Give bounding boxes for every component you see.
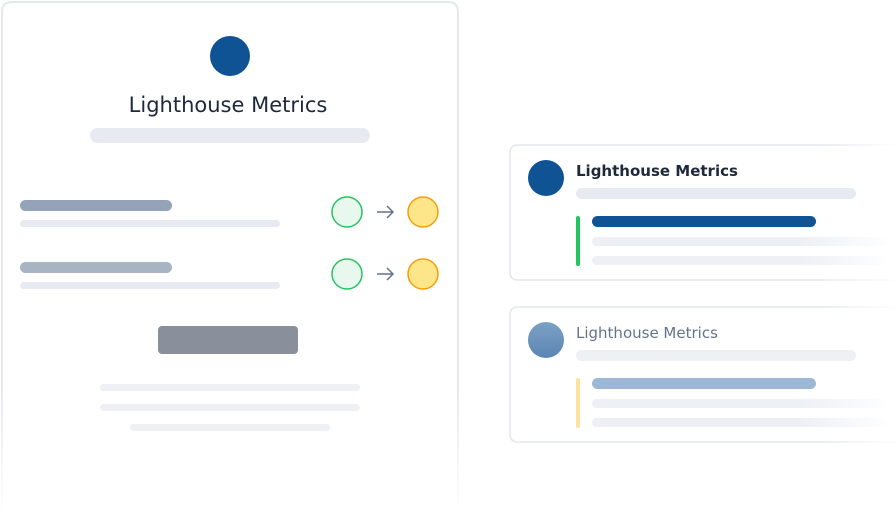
status-warn — [407, 258, 439, 290]
placeholder — [100, 404, 360, 411]
placeholder — [20, 220, 280, 227]
avatar — [528, 322, 564, 358]
accent-bar — [576, 216, 580, 266]
status-warn — [407, 196, 439, 228]
placeholder — [592, 237, 892, 246]
placeholder — [20, 262, 172, 273]
placeholder — [130, 424, 330, 431]
arrow — [377, 267, 395, 281]
status-good — [331, 258, 363, 290]
placeholder — [576, 350, 856, 361]
accent-bar — [576, 378, 580, 428]
placeholder — [20, 282, 280, 289]
avatar — [528, 160, 564, 196]
report-panel: Lighthouse Metrics — [1, 1, 459, 512]
placeholder — [20, 200, 172, 211]
panel-frame — [1, 1, 459, 512]
panel-title: Lighthouse Metrics — [129, 93, 328, 117]
card-frame — [509, 144, 896, 281]
placeholder — [592, 256, 892, 265]
card-title: Lighthouse Metrics — [576, 324, 718, 342]
card-frame — [509, 306, 896, 443]
metric-card: Lighthouse Metrics — [509, 144, 896, 281]
card-title: Lighthouse Metrics — [576, 162, 738, 180]
logo — [210, 36, 250, 76]
arrow — [377, 205, 395, 219]
placeholder — [592, 378, 816, 389]
placeholder — [90, 128, 370, 143]
placeholder — [576, 188, 856, 199]
placeholder — [100, 384, 360, 391]
metric-card: Lighthouse Metrics — [509, 306, 896, 443]
placeholder — [592, 216, 816, 227]
placeholder — [592, 399, 892, 408]
status-good — [331, 196, 363, 228]
placeholder — [592, 418, 892, 427]
button[interactable] — [158, 326, 298, 354]
